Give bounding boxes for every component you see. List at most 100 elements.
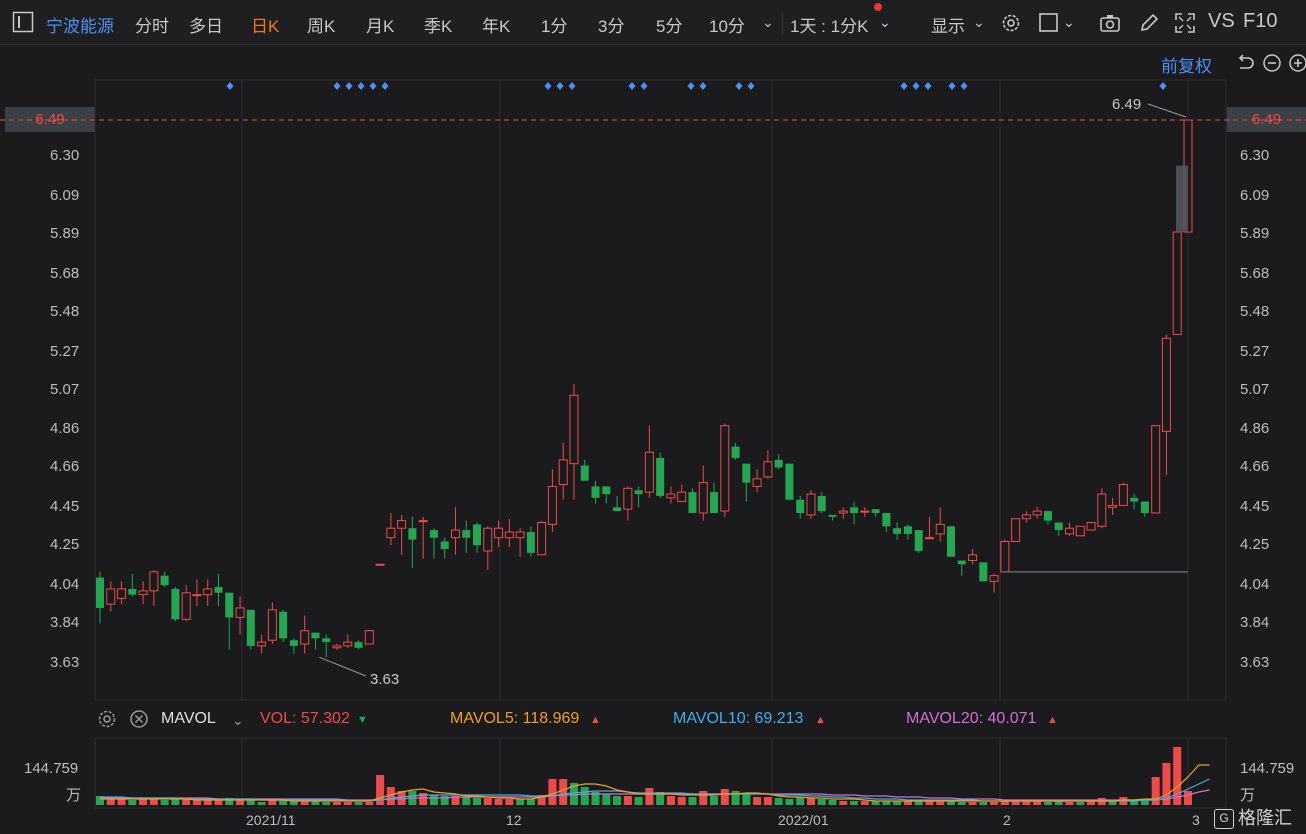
f10-button[interactable]: F10 [1243, 10, 1278, 32]
volume-bar [139, 799, 148, 805]
volume-bar [968, 802, 977, 805]
pencil-icon[interactable] [1138, 12, 1160, 34]
stock-name[interactable]: 宁波能源 [46, 17, 114, 36]
volume-bar [386, 787, 395, 805]
y-tick-right: 4.25 [1240, 536, 1270, 554]
volume-axis-right: 144.759 [1240, 760, 1295, 777]
tab-5min[interactable]: 5分 [656, 17, 683, 36]
volume-bar [1022, 801, 1031, 805]
candle-body-down [408, 528, 417, 540]
camera-icon[interactable] [1099, 12, 1121, 34]
volume-bar [365, 802, 374, 805]
volume-bar [225, 798, 234, 805]
volume-bar [1173, 747, 1182, 805]
tab-yuek[interactable]: 月K [366, 17, 395, 36]
candle-body-up [752, 478, 762, 487]
volume-bar [828, 800, 837, 805]
candle-body-up [623, 487, 633, 510]
sidebar-toggle-icon[interactable] [12, 11, 34, 33]
indicator-name[interactable]: MAVOL [161, 710, 216, 727]
signal-diamond-icon [900, 82, 908, 90]
candle-body-up [1172, 231, 1182, 336]
indicator-chevron-icon[interactable]: ⌄ [232, 712, 244, 728]
candle-body-up [397, 520, 407, 529]
signal-diamond-icon [628, 82, 636, 90]
volume-bar [774, 798, 783, 805]
candle-body-down [322, 638, 331, 643]
candle-body-down [1054, 522, 1063, 531]
y-tick-right: 5.68 [1240, 264, 1270, 282]
candle-body-down [742, 463, 751, 483]
volume-bar [763, 797, 772, 805]
candle-body-down [785, 463, 794, 500]
volume-close-icon[interactable] [128, 708, 150, 730]
volume-bar [246, 800, 255, 805]
display-menu[interactable]: 显示 [931, 17, 965, 36]
volume-bar [1033, 801, 1042, 805]
tab-10min[interactable]: 10分 [709, 17, 745, 36]
tab-jik[interactable]: 季K [424, 17, 453, 36]
signal-diamond-icon [640, 82, 648, 90]
logo-text: 格隆汇 [1238, 808, 1292, 828]
volume-bar [796, 797, 805, 805]
vs-button[interactable]: VS [1208, 10, 1235, 32]
candle-body-down [882, 513, 891, 527]
candle-body-up [1032, 510, 1042, 516]
volume-bar [332, 802, 341, 805]
logo-mark-icon: G [1214, 809, 1234, 830]
volume-bar [128, 800, 137, 805]
volume-bar [720, 789, 729, 805]
display-chevron-icon[interactable]: ⌄ [973, 14, 985, 30]
tab-1min[interactable]: 1分 [541, 17, 568, 36]
gear-icon[interactable] [1000, 12, 1022, 34]
y-tick-left: 4.86 [50, 420, 80, 438]
y-tick-left: 5.68 [50, 264, 80, 282]
candle-body-up [267, 609, 277, 641]
volume-settings-gear-icon[interactable] [96, 708, 118, 730]
signal-diamond-icon [556, 82, 564, 90]
candle-body-down [354, 642, 363, 648]
square-chevron-icon[interactable]: ⌄ [1063, 14, 1075, 30]
volume-bar [602, 794, 611, 805]
volume-bar [537, 795, 546, 805]
volume-bar [96, 796, 104, 805]
restoration-toggle[interactable]: 前复权 [1161, 57, 1212, 76]
volume-bar [710, 796, 719, 805]
zoom-in-icon[interactable] [1287, 52, 1306, 74]
x-label-dec: 12 [506, 812, 522, 828]
volume-bar [376, 775, 385, 805]
candle-body-down [979, 562, 988, 582]
square-icon[interactable] [1038, 12, 1060, 34]
fullscreen-icon[interactable] [1174, 12, 1196, 34]
signal-diamond-icon [226, 82, 234, 90]
tab-zhouk[interactable]: 周K [307, 17, 336, 36]
candle-body-up [117, 588, 127, 599]
candle-body-down [1140, 501, 1149, 514]
volume-bar [149, 798, 158, 805]
volume-bar [666, 796, 675, 805]
candle-body-up [343, 641, 353, 647]
volume-bar [1065, 802, 1074, 805]
candle-body-up [138, 590, 148, 596]
undo-icon[interactable] [1234, 52, 1256, 74]
candle-body-down [731, 446, 740, 458]
period-chevron-icon[interactable]: ⌄ [879, 14, 891, 30]
period-select[interactable]: 1天 : 1分K [790, 17, 869, 36]
y-tick-left: 5.27 [50, 342, 80, 360]
candle-body-up [181, 592, 191, 620]
volume-bar [613, 796, 622, 805]
candle-body-up [677, 491, 687, 503]
tab-3min[interactable]: 3分 [598, 17, 625, 36]
tab-rik[interactable]: 日K [251, 17, 280, 36]
more-chevron-icon[interactable]: ⌄ [762, 14, 774, 30]
candle-body-down [289, 640, 298, 646]
tab-niank[interactable]: 年K [482, 17, 511, 36]
candle-body-down [160, 575, 169, 586]
volume-bar [516, 799, 525, 805]
volume-bar [871, 801, 880, 805]
y-tick-left: 4.45 [50, 498, 80, 516]
tab-fenshi[interactable]: 分时 [135, 17, 169, 36]
current-price-left: 6.49 [5, 107, 95, 132]
tab-duori[interactable]: 多日 [189, 17, 223, 36]
zoom-out-icon[interactable] [1261, 52, 1283, 74]
